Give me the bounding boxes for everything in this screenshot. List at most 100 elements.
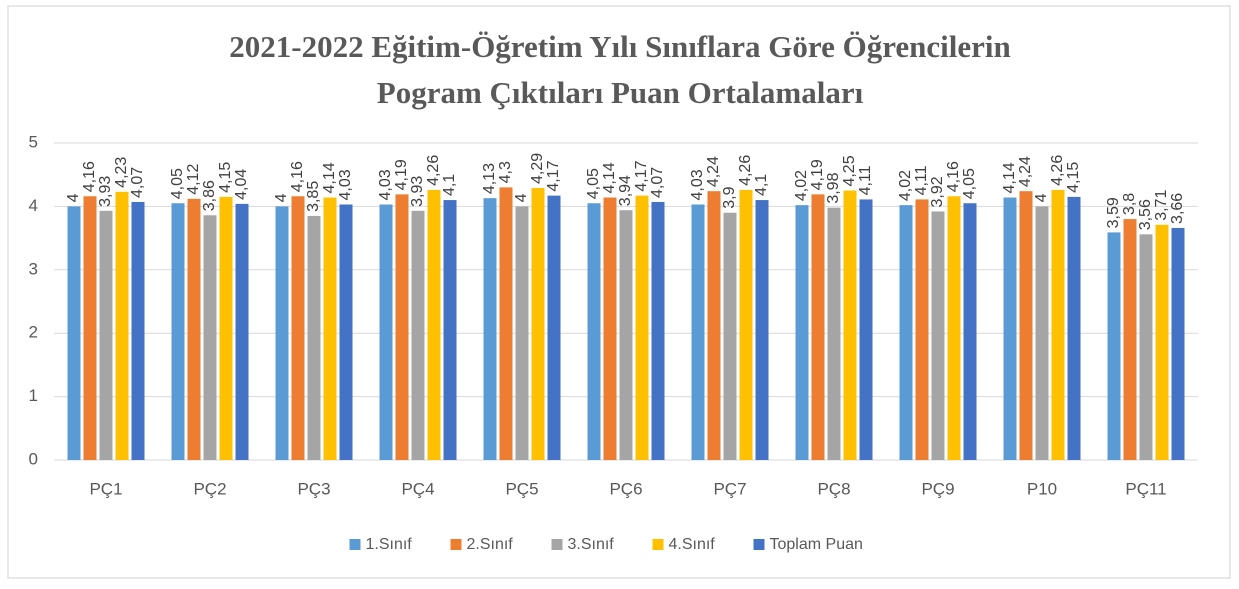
data-label: 4,19 — [393, 159, 410, 190]
data-label: 3,92 — [929, 176, 946, 207]
data-label: 4,12 — [185, 164, 202, 195]
bar — [131, 201, 145, 460]
bar — [547, 195, 561, 460]
bar — [795, 205, 809, 460]
bar — [1051, 189, 1065, 460]
data-label: 4,03 — [377, 169, 394, 200]
data-label: 4,07 — [129, 167, 146, 198]
data-label: 4 — [1033, 193, 1050, 202]
data-label: 4,1 — [441, 174, 458, 196]
data-label: 4,16 — [289, 161, 306, 192]
bar — [1171, 227, 1185, 460]
data-label: 4,24 — [705, 156, 722, 187]
bar — [67, 206, 81, 460]
bar — [811, 194, 825, 460]
bar — [755, 200, 769, 460]
bar — [691, 204, 705, 460]
bar — [1035, 206, 1049, 460]
bar — [187, 198, 201, 461]
data-label: 4,26 — [425, 155, 442, 186]
data-label: 4,26 — [737, 155, 754, 186]
legend-label: 4.Sınıf — [669, 536, 716, 553]
data-label: 4,11 — [857, 165, 874, 195]
bar — [427, 189, 441, 460]
data-label: 4,25 — [841, 155, 858, 186]
x-tick-label: PÇ2 — [193, 479, 226, 498]
data-label: 4,3 — [497, 161, 514, 183]
data-label: 3,93 — [409, 176, 426, 207]
data-label: 4,26 — [1049, 155, 1066, 186]
legend-swatch — [652, 539, 664, 550]
data-label: 4,15 — [1065, 162, 1082, 193]
bar — [1139, 234, 1153, 460]
data-label: 3,94 — [617, 175, 634, 206]
data-label: 4,13 — [481, 163, 498, 194]
data-label: 3,56 — [1137, 199, 1154, 230]
legend-swatch — [753, 539, 765, 550]
bar — [443, 200, 457, 460]
data-label: 4,05 — [169, 168, 186, 199]
data-label: 3,8 — [1121, 193, 1138, 215]
x-tick-label: PÇ9 — [921, 479, 954, 498]
data-label: 4,14 — [321, 162, 338, 193]
data-label: 4,02 — [897, 170, 914, 201]
data-label: 4,14 — [601, 162, 618, 193]
chart-title: Pogram Çıktıları Puan Ortalamaları — [377, 75, 864, 110]
bar — [395, 194, 409, 460]
data-label: 4,04 — [233, 169, 250, 200]
data-label: 4,14 — [1001, 162, 1018, 193]
bar — [707, 191, 721, 460]
bar — [619, 210, 633, 460]
data-label: 4 — [273, 193, 290, 202]
y-tick-label: 0 — [29, 449, 38, 468]
data-label: 4,1 — [753, 174, 770, 196]
x-tick-label: PÇ11 — [1125, 479, 1166, 498]
bar — [603, 197, 617, 461]
bar — [531, 188, 545, 460]
data-label: 4 — [65, 193, 82, 202]
data-label: 3,71 — [1153, 190, 1170, 221]
y-tick-label: 3 — [29, 259, 38, 278]
x-tick-label: PÇ3 — [297, 479, 330, 498]
data-label: 4,07 — [649, 167, 666, 198]
x-tick-label: PÇ5 — [505, 479, 538, 498]
bar — [1107, 232, 1121, 460]
bar — [947, 196, 961, 461]
bar — [635, 195, 649, 460]
data-label: 4,19 — [809, 159, 826, 190]
data-label: 4,03 — [689, 169, 706, 200]
legend-label: 2.Sınıf — [467, 536, 514, 553]
bar — [203, 215, 217, 460]
bar — [515, 206, 529, 460]
data-label: 4,11 — [913, 165, 930, 195]
bar — [483, 198, 497, 460]
x-tick-label: PÇ4 — [401, 479, 434, 498]
data-label: 4,05 — [961, 168, 978, 199]
bar — [899, 205, 913, 460]
data-label: 3,86 — [201, 180, 218, 211]
bar — [739, 189, 753, 460]
data-label: 3,98 — [825, 172, 842, 203]
bar — [307, 215, 321, 460]
x-tick-label: PÇ1 — [89, 479, 122, 498]
legend-swatch — [450, 539, 462, 550]
bar — [963, 203, 977, 461]
bar — [1003, 197, 1017, 461]
bar — [275, 206, 289, 460]
bar — [115, 191, 129, 460]
data-label: 3,66 — [1169, 193, 1186, 224]
bar — [915, 199, 929, 460]
data-label: 3,85 — [305, 181, 322, 212]
bar — [235, 203, 249, 460]
data-label: 3,93 — [97, 176, 114, 207]
data-label: 4,17 — [633, 160, 650, 191]
bar — [827, 207, 841, 460]
data-label: 4,17 — [545, 160, 562, 191]
data-label: 4 — [513, 193, 530, 202]
x-tick-label: PÇ6 — [609, 479, 642, 498]
bar — [651, 201, 665, 460]
data-label: 4,03 — [337, 169, 354, 200]
bar — [859, 199, 873, 460]
data-label: 4,16 — [945, 161, 962, 192]
